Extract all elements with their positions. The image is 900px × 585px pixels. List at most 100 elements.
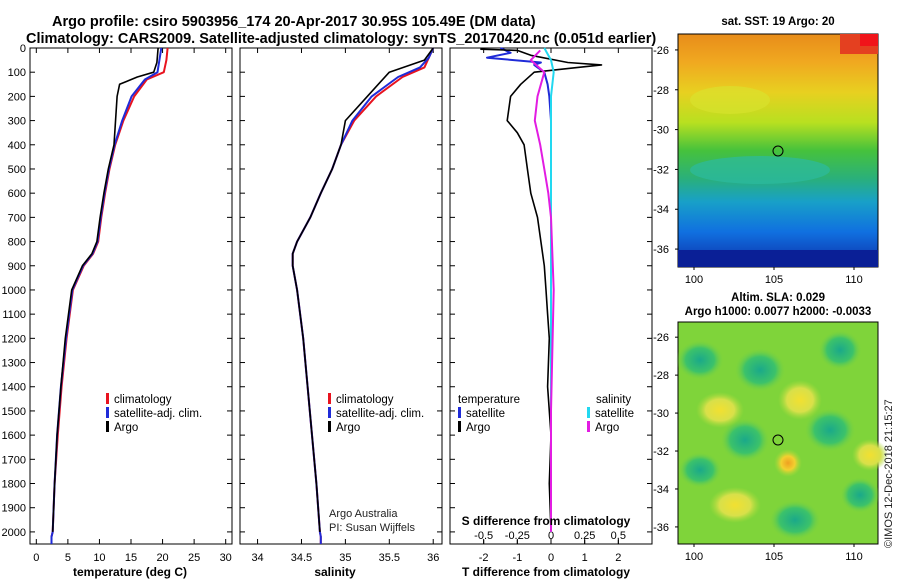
lat-tick-label: -28 bbox=[653, 370, 669, 382]
difference-legend-temperature: temperature satellite Argo bbox=[458, 394, 520, 434]
x-tick-label: -1 bbox=[512, 552, 522, 564]
sla-low-3 bbox=[818, 330, 862, 370]
sst-yellow-band bbox=[690, 86, 770, 114]
lat-tick-label: -36 bbox=[653, 522, 669, 534]
lat-tick-label: -26 bbox=[653, 332, 669, 344]
temperature-chart-layer: 0 5 10 15 20 25 300100200300400500600700800900… bbox=[2, 43, 232, 564]
series-argo bbox=[51, 47, 159, 532]
sla-low-1 bbox=[676, 340, 724, 380]
temperature-panel-frame bbox=[29, 47, 233, 545]
x-tick-label: 35.5 bbox=[379, 552, 400, 564]
s-tick-label: 0.25 bbox=[574, 530, 595, 542]
legend-label-climatology: climatology bbox=[336, 394, 394, 406]
sla-low-6 bbox=[769, 500, 821, 540]
lon-tick-label: 100 bbox=[685, 274, 703, 286]
difference-legend-salinity: salinity satellite Argo bbox=[587, 394, 634, 434]
lon-tick-label: 105 bbox=[765, 551, 783, 563]
sla-low-8 bbox=[840, 477, 880, 513]
legend-label-argo: Argo bbox=[114, 422, 138, 434]
x-tick-label: 0 bbox=[33, 552, 39, 564]
imos-stamp: ©IMOS 12-Dec-2018 21:15:27 bbox=[883, 399, 895, 548]
sst-map bbox=[677, 33, 879, 268]
series-s-satellite bbox=[543, 47, 555, 532]
sst-map-title: sat. SST: 19 Argo: 20 bbox=[721, 16, 834, 28]
y-tick-label: 600 bbox=[8, 188, 26, 200]
temperature-xlabel: temperature (deg C) bbox=[73, 565, 187, 579]
x-tick-label: 35 bbox=[339, 552, 351, 564]
x-tick-label: 10 bbox=[93, 552, 105, 564]
credit-argo-australia: Argo Australia bbox=[329, 508, 398, 520]
s-tick-label: 0 bbox=[548, 530, 554, 542]
series-s-argo bbox=[529, 49, 555, 532]
sst-argo-marker bbox=[772, 145, 784, 157]
sst-deep-cold bbox=[678, 250, 878, 267]
salinity-legend: climatology satellite-adj. clim. Argo bbox=[328, 393, 424, 434]
sla-low-5 bbox=[804, 408, 856, 452]
x-tick-label: 25 bbox=[188, 552, 200, 564]
sla-low-2 bbox=[734, 348, 786, 392]
figure-title-line1: Argo profile: csiro 5903956_174 20-Apr-2… bbox=[52, 14, 536, 30]
series-argo bbox=[291, 47, 434, 532]
x-tick-label: 1 bbox=[582, 552, 588, 564]
legend-swatch-argo bbox=[106, 421, 109, 432]
x-tick-label: 0 bbox=[548, 552, 554, 564]
legend-label-climatology: climatology bbox=[114, 394, 172, 406]
x-tick-label: 15 bbox=[125, 552, 137, 564]
legend-swatch-satellite bbox=[106, 407, 109, 418]
y-tick-label: 1400 bbox=[2, 382, 26, 394]
y-tick-label: 1500 bbox=[2, 406, 26, 418]
legend-label-t-argo: Argo bbox=[466, 422, 490, 434]
sst-hot-patch bbox=[860, 34, 878, 46]
lat-tick-label: -34 bbox=[653, 204, 669, 216]
sla-argo-marker bbox=[772, 434, 784, 446]
y-tick-label: 200 bbox=[8, 91, 26, 103]
s-tick-label: 0.5 bbox=[611, 530, 626, 542]
x-tick-label: -2 bbox=[479, 552, 489, 564]
series-t-argo bbox=[480, 48, 603, 532]
x-tick-label: 30 bbox=[220, 552, 232, 564]
y-tick-label: 1600 bbox=[2, 430, 26, 442]
x-tick-label: 2 bbox=[615, 552, 621, 564]
y-tick-label: 1100 bbox=[2, 309, 26, 321]
legend-label-s-argo: Argo bbox=[595, 422, 619, 434]
lat-tick-label: -34 bbox=[653, 484, 669, 496]
s-difference-label: S difference from climatology bbox=[462, 514, 631, 528]
x-tick-label: 20 bbox=[156, 552, 168, 564]
x-tick-label: 5 bbox=[65, 552, 71, 564]
s-tick-label: -0.5 bbox=[474, 530, 493, 542]
sla-map-title: Altim. SLA: 0.029 bbox=[731, 292, 825, 304]
legend-label-argo: Argo bbox=[336, 422, 360, 434]
salinity-panel-frame bbox=[239, 47, 443, 545]
legend-swatch-t-argo bbox=[458, 421, 461, 432]
lat-tick-label: -36 bbox=[653, 244, 669, 256]
lon-tick-label: 105 bbox=[765, 274, 783, 286]
legend-swatch-climatology bbox=[106, 393, 109, 404]
sst-tongue bbox=[690, 156, 830, 184]
y-tick-label: 1200 bbox=[2, 333, 26, 345]
legend-label-t-satellite: satellite bbox=[466, 408, 505, 420]
y-tick-label: 700 bbox=[8, 212, 26, 224]
legend-swatch-t-satellite bbox=[458, 407, 461, 418]
y-tick-label: 1800 bbox=[2, 479, 26, 491]
y-tick-label: 300 bbox=[8, 116, 26, 128]
legend-swatch-argo bbox=[328, 421, 331, 432]
lon-tick-label: 110 bbox=[845, 551, 863, 563]
sla-high-2 bbox=[778, 380, 822, 420]
sla-map-axes: 100 105 110 -26 -28 -30 -32 -34 -36 bbox=[653, 332, 863, 563]
legend-label-satellite: satellite-adj. clim. bbox=[336, 408, 424, 420]
lat-tick-label: -28 bbox=[653, 85, 669, 97]
y-tick-label: 900 bbox=[8, 261, 26, 273]
sst-map-field bbox=[677, 33, 879, 268]
x-tick-label: 34.5 bbox=[291, 552, 312, 564]
y-tick-label: 2000 bbox=[2, 527, 26, 539]
y-tick-label: 500 bbox=[8, 164, 26, 176]
lon-tick-label: 110 bbox=[845, 274, 863, 286]
figure-title-line2: Climatology: CARS2009. Satellite-adjuste… bbox=[26, 31, 656, 47]
salinity-xlabel: salinity bbox=[314, 565, 356, 579]
sla-map bbox=[676, 321, 888, 545]
y-tick-label: 100 bbox=[8, 67, 26, 79]
lat-tick-label: -26 bbox=[653, 45, 669, 57]
y-tick-label: 1900 bbox=[2, 503, 26, 515]
sla-high-4 bbox=[774, 449, 802, 477]
